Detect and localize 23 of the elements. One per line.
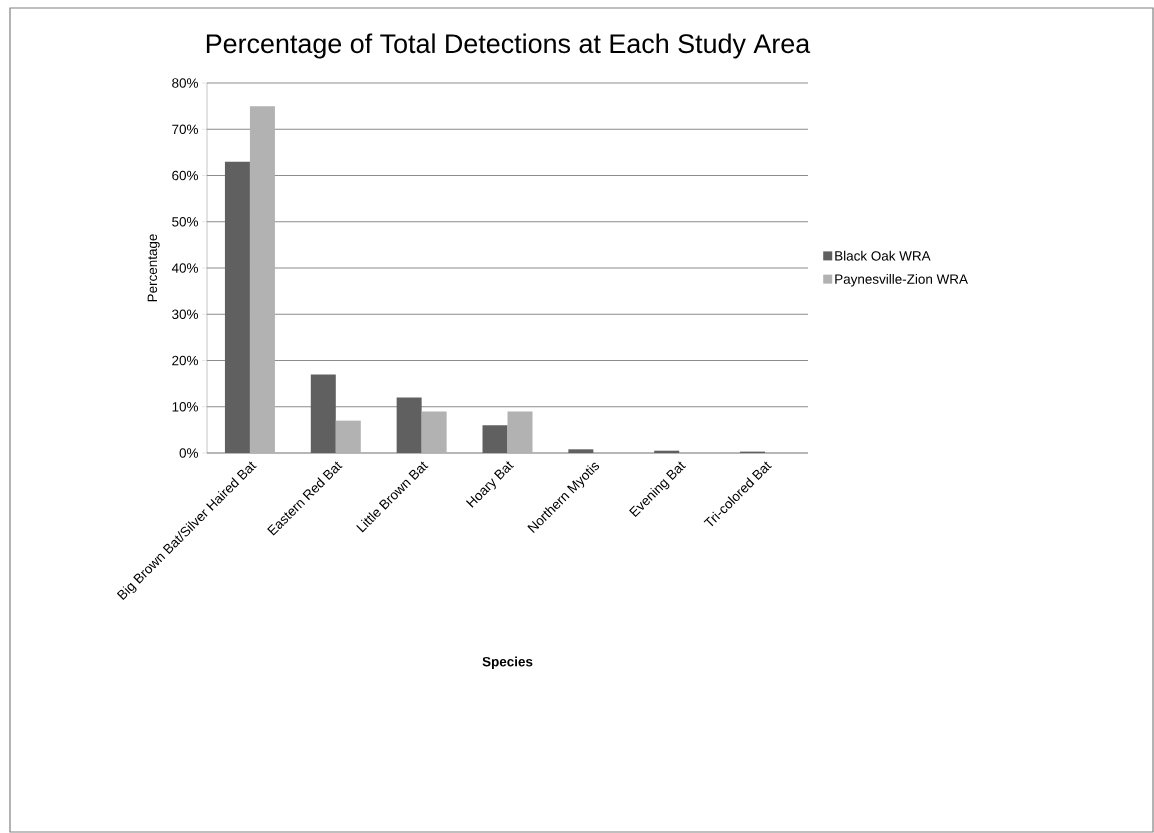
bar [310, 374, 336, 454]
y-tick-label: 20% [172, 355, 198, 366]
y-tick-label: 0% [179, 448, 198, 458]
y-tick-label: 80% [172, 78, 198, 88]
y-tick-label: 50% [172, 217, 198, 227]
y-tick-label: 70% [172, 124, 198, 135]
legend-label: Black Oak WRA [835, 250, 931, 261]
bar [249, 106, 275, 454]
y-tick-label: 60% [172, 170, 198, 181]
bar [568, 449, 594, 454]
y-tick-label: 10% [172, 402, 198, 412]
bar [335, 420, 361, 454]
bar [224, 161, 250, 454]
x-axis-title: Species [482, 656, 533, 670]
bar [482, 425, 508, 454]
bar [396, 397, 422, 454]
y-tick-label: 40% [171, 263, 198, 273]
bar [507, 411, 533, 454]
y-tick-label: 30% [172, 309, 198, 320]
chart-title: Percentage of Total Detections at Each Study Area [206, 33, 811, 59]
legend-label: Paynesville-Zion WRA [835, 274, 968, 287]
y-axis-title: Percentage [147, 234, 160, 302]
bar [421, 411, 447, 454]
